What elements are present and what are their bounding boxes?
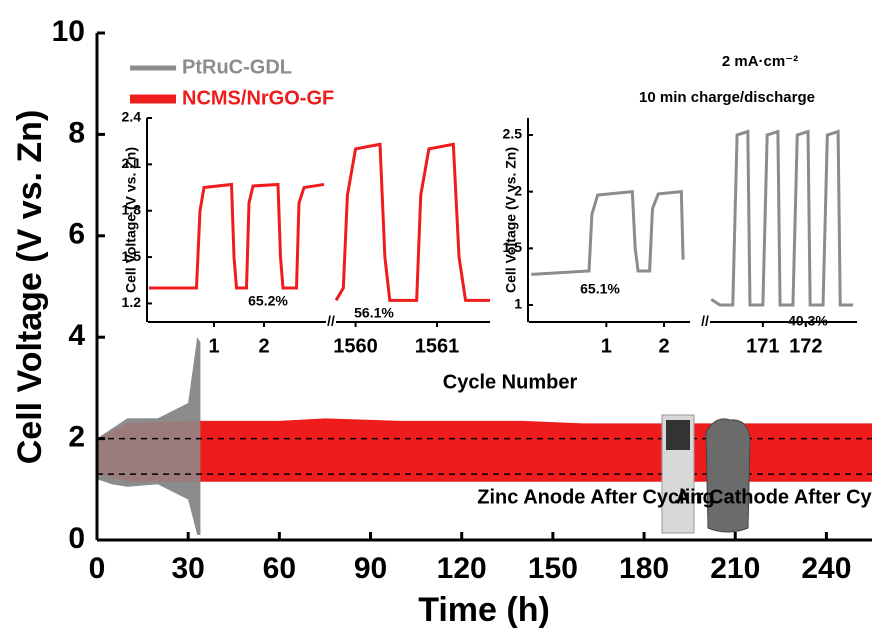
legend-label: PtRuC-GDL [182,56,292,78]
inset-bg [528,118,857,322]
inset: 1.2 1.5 1.8 2.1 2.4 Cell Voltage (V vs. Zn) 1 2… [122,109,490,357]
axis-break: // [701,313,709,329]
y-tick-label: 2 [68,421,85,454]
inset-y-label: Cell Voltage (V vs. Zn) [123,147,139,293]
legend-label: NCMS/NrGO-GF [182,87,334,109]
y-tick-label: 6 [68,218,85,251]
air-cathode-photo [705,418,751,533]
inset-x-tick-label: 172 [789,335,822,357]
efficiency-label: 56.1% [354,305,394,321]
y-tick-label: 8 [68,116,85,149]
x-tick-label: 60 [263,552,296,585]
inset-line [149,182,325,290]
inset-x-tick-label: 1 [208,335,219,357]
x-tick-label: 150 [528,552,578,585]
x-tick-label: 120 [437,552,487,585]
y-tick-label: 10 [52,15,85,48]
inset-y-label: Cell Voltage (V vs. Zn) [503,147,519,293]
inset-x-tick-label: 2 [258,335,269,357]
inset-y-tick-label: 2.5 [503,126,523,142]
zinc-label: Zinc Anode After Cycling [477,486,714,508]
inset-x-label: Cycle Number [443,371,578,393]
zinc-anode-photo-top [666,420,690,450]
axis-break: // [327,313,335,329]
inset-x-tick-label: 171 [746,335,779,357]
inset-line [334,142,490,302]
band-overlay [97,337,201,535]
y-tick-label: 0 [68,522,85,555]
inset-line [710,129,854,307]
inset-x-tick-label: 1560 [333,335,378,357]
inset-y-tick-label: 2 [514,182,522,198]
inset-x-tick-label: 1 [601,335,612,357]
y-tick-label: 4 [68,319,85,352]
inset-y-tick-label: 1.5 [503,239,523,255]
y-axis-label: Cell Voltage (V vs. Zn) [11,110,49,465]
inset-y-tick-label: 2.4 [122,109,142,125]
x-tick-label: 0 [89,552,106,585]
inset-line [531,190,685,276]
x-tick-label: 240 [801,552,851,585]
x-tick-label: 90 [354,552,387,585]
x-axis-label: Time (h) [418,591,550,629]
protocol: 10 min charge/discharge [639,89,815,106]
band [97,418,872,482]
inset-y-tick-label: 1.2 [122,294,142,310]
photos [661,414,751,534]
efficiency-label: 40.3% [788,313,828,329]
efficiency-label: 65.2% [248,293,288,309]
efficiency-label: 65.1% [580,281,620,297]
inset-y-tick-label: 1 [514,296,522,312]
inset-bg [147,118,490,322]
inset: 1 1.5 2 2.5 Cell Voltage (V vs. Zn) 1 2 171 172 /… [503,118,857,357]
inset-y-tick-label: 1.8 [122,201,142,217]
x-tick-label: 180 [619,552,669,585]
inset-x-tick-label: 1561 [415,335,460,357]
x-tick-label: 30 [171,552,204,585]
x-tick-label: 210 [710,552,760,585]
inset-x-tick-label: 2 [658,335,669,357]
cathode-label: Air Cathode After Cycling [676,486,872,508]
inset-y-tick-label: 1.5 [122,248,142,264]
current-density: 2 mA·cm⁻² [722,53,798,70]
inset-y-tick-label: 2.1 [122,155,142,171]
